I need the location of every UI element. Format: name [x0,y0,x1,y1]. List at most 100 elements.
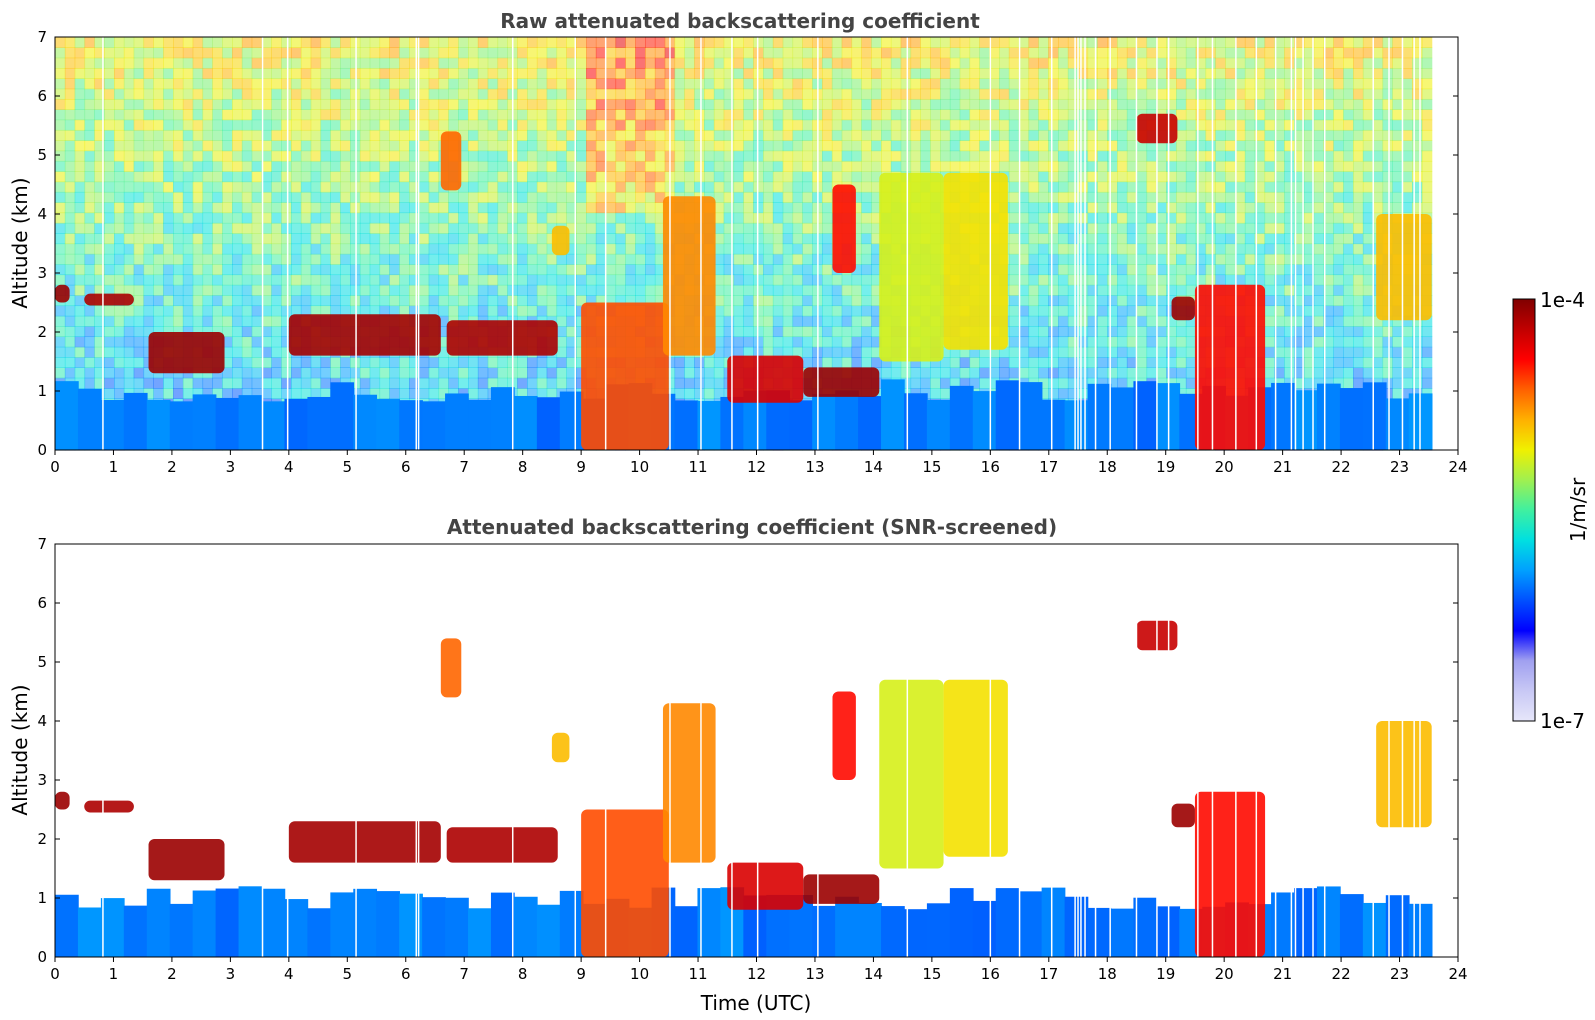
raw-noise-cell [94,212,105,224]
raw-noise-cell [605,264,617,276]
raw-noise-cell [271,37,282,48]
raw-noise-cell [202,295,213,307]
raw-noise-cell [851,315,862,327]
raw-noise-cell [1215,274,1226,286]
raw-noise-cell [704,98,715,110]
raw-noise-cell [930,119,941,131]
raw-noise-cell [300,98,312,110]
raw-noise-cell [232,305,243,317]
raw-noise-cell [1166,37,1177,48]
raw-noise-cell [1058,67,1069,79]
raw-noise-cell [418,98,430,110]
raw-noise-cell [320,377,331,389]
raw-noise-cell [202,160,213,172]
raw-noise-cell [448,295,459,307]
raw-noise-cell [517,140,528,152]
raw-noise-cell [458,67,469,79]
raw-noise-cell [527,212,538,224]
raw-noise-cell [300,150,312,162]
raw-noise-cell [1126,295,1138,307]
raw-noise-cell [497,274,508,286]
raw-noise-cell [1185,253,1197,265]
raw-noise-cell [94,37,105,48]
raw-noise-cell [536,181,548,193]
raw-noise-cell [1107,222,1118,234]
raw-noise-cell [1038,109,1049,121]
raw-noise-cell [222,140,233,152]
raw-noise-cell [940,150,951,162]
raw-noise-cell [123,47,135,59]
raw-noise-cell [1205,202,1216,214]
raw-noise-cell [281,315,292,327]
raw-noise-cell [792,98,803,110]
raw-noise-cell [674,377,685,389]
raw-noise-cell [1018,37,1030,48]
raw-noise-cell [1264,129,1275,141]
raw-noise-cell [772,57,784,69]
raw-noise-cell [84,346,95,358]
raw-noise-cell [733,212,744,224]
raw-noise-cell [389,253,400,265]
raw-noise-cell [1028,243,1039,255]
raw-noise-cell [586,47,597,59]
raw-noise-cell [1126,326,1138,338]
raw-noise-cell [281,233,292,245]
raw-noise-cell [1166,305,1177,317]
raw-noise-cell [713,233,725,245]
raw-noise-cell [1087,47,1098,59]
raw-noise-cell [202,47,213,59]
raw-noise-cell [458,160,469,172]
raw-noise-cell [713,367,725,379]
raw-noise-cell [55,212,66,224]
raw-noise-cell [1067,191,1079,203]
raw-noise-cell [1048,129,1059,141]
raw-noise-cell [64,367,76,379]
raw-noise-cell [153,98,164,110]
raw-noise-cell [615,274,626,286]
raw-noise-cell [1235,88,1246,100]
raw-noise-cell [615,233,626,245]
raw-noise-cell [527,88,538,100]
raw-noise-cell [261,129,272,141]
raw-noise-cell [123,243,135,255]
raw-noise-cell [1077,222,1089,234]
raw-noise-cell [881,357,892,368]
raw-noise-cell [133,140,145,152]
raw-noise-cell [782,109,794,121]
raw-noise-cell [999,47,1010,59]
raw-noise-cell [281,150,292,162]
raw-noise-cell [595,98,607,110]
raw-noise-cell [438,233,449,245]
raw-noise-cell [202,67,213,79]
raw-noise-cell [74,326,86,338]
raw-noise-cell [930,388,941,399]
raw-noise-cell [1038,377,1049,389]
raw-noise-cell [861,129,872,141]
raw-noise-cell [940,346,951,358]
raw-noise-cell [654,202,666,214]
raw-noise-cell [163,377,174,389]
raw-noise-cell [674,88,685,100]
raw-noise-cell [173,274,184,286]
raw-noise-cell [94,284,105,296]
raw-noise-cell [1107,88,1118,100]
raw-noise-cell [418,222,430,234]
raw-noise-cell [586,274,597,286]
raw-noise-cell [251,181,263,193]
raw-noise-cell [674,67,685,79]
raw-noise-cell [900,98,912,110]
raw-noise-cell [1244,47,1256,59]
raw-noise-cell [340,202,351,214]
raw-noise-cell [1195,212,1207,224]
raw-noise-cell [477,233,489,245]
raw-noise-cell [1087,222,1098,234]
raw-noise-cell [448,37,459,48]
raw-noise-cell [428,119,440,131]
raw-noise-cell [271,109,282,121]
raw-noise-cell [389,222,400,234]
raw-noise-cell [330,233,341,245]
raw-noise-cell [1067,150,1079,162]
raw-noise-cell [1146,253,1157,265]
raw-noise-cell [399,212,410,224]
raw-noise-cell [792,109,803,121]
